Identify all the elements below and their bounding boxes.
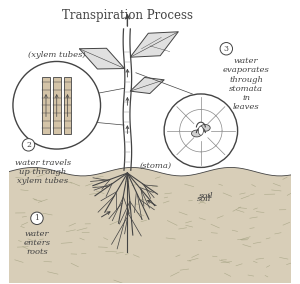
Polygon shape xyxy=(130,78,164,93)
Circle shape xyxy=(220,43,232,55)
Polygon shape xyxy=(192,130,202,137)
Polygon shape xyxy=(79,48,124,69)
Text: (stoma): (stoma) xyxy=(140,162,172,170)
Text: water
evaporates
through
stomata
in
leaves: water evaporates through stomata in leav… xyxy=(223,57,269,111)
Polygon shape xyxy=(200,124,210,131)
Text: soil: soil xyxy=(196,195,211,202)
Polygon shape xyxy=(9,168,291,283)
Polygon shape xyxy=(130,32,178,57)
Text: Transpiration Process: Transpiration Process xyxy=(62,9,193,22)
Text: 2: 2 xyxy=(26,141,31,149)
Text: (xylem tubes): (xylem tubes) xyxy=(28,51,86,59)
Ellipse shape xyxy=(198,126,203,135)
Circle shape xyxy=(22,139,35,151)
FancyBboxPatch shape xyxy=(42,77,50,133)
FancyBboxPatch shape xyxy=(64,77,71,133)
Circle shape xyxy=(164,94,238,168)
Text: 1: 1 xyxy=(34,214,39,222)
Text: 3: 3 xyxy=(224,45,229,53)
Text: soil: soil xyxy=(199,192,214,200)
Circle shape xyxy=(31,212,43,225)
Circle shape xyxy=(13,61,100,149)
Text: water travels
up through
xylem tubes: water travels up through xylem tubes xyxy=(14,159,71,185)
Text: water
enters
roots: water enters roots xyxy=(23,229,50,256)
FancyBboxPatch shape xyxy=(53,77,61,133)
